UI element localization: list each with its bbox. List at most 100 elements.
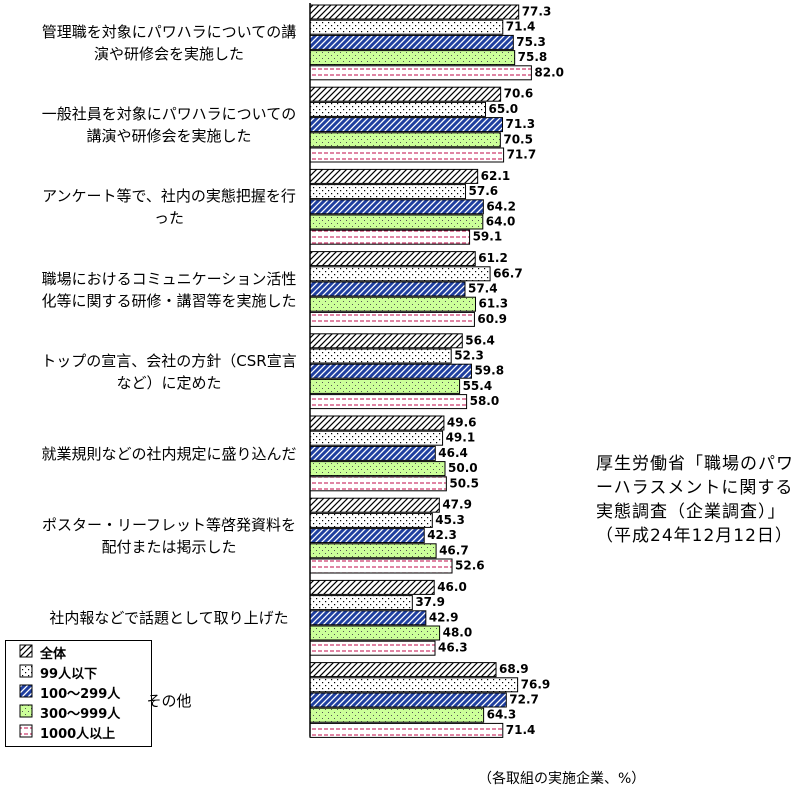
value-label: 76.9 (521, 677, 551, 691)
bar (309, 50, 516, 66)
bar (309, 199, 484, 215)
value-label: 52.6 (455, 559, 485, 573)
bar (309, 445, 436, 461)
category-label: 一般社員を対象にパワハラについての講演や研修会を実施した (41, 105, 297, 146)
bar (309, 281, 466, 297)
bar (309, 184, 467, 200)
bar (309, 430, 444, 446)
bar (309, 65, 532, 81)
bar (309, 625, 441, 641)
bar (309, 677, 519, 693)
note: （各取組の実施企業、%） (478, 771, 646, 787)
source: 厚生労働省「職場のパワーハラスメントに関する実態調査（企業調査）」（平成24年1… (596, 454, 794, 546)
value-label: 71.3 (506, 117, 536, 131)
bar (309, 543, 437, 559)
bar (309, 415, 445, 431)
value-label: 75.3 (516, 35, 546, 49)
bar (309, 348, 452, 364)
value-label: 77.3 (522, 5, 552, 19)
value-label: 71.4 (506, 20, 536, 34)
value-label: 45.3 (435, 513, 465, 527)
bar (309, 4, 520, 20)
bar (309, 610, 427, 626)
bar (309, 707, 485, 723)
value-label: 50.0 (448, 461, 478, 475)
bar (309, 333, 463, 349)
bar (309, 640, 436, 656)
value-label: 60.9 (477, 312, 507, 326)
legend-label: 100～299人 (40, 687, 121, 702)
value-label: 70.6 (504, 87, 534, 101)
legend-swatch (19, 724, 33, 738)
value-label: 62.1 (481, 169, 511, 183)
bar (309, 214, 484, 230)
value-label: 57.4 (468, 282, 498, 296)
bar (309, 168, 479, 184)
value-label: 37.9 (415, 595, 445, 609)
bar (309, 132, 501, 148)
bar (309, 19, 504, 35)
value-label: 59.8 (474, 364, 504, 378)
legend-label: 99人以下 (40, 667, 98, 682)
value-label: 58.0 (470, 394, 500, 408)
bar (309, 86, 502, 102)
value-label: 56.4 (465, 333, 495, 347)
value-label: 52.3 (454, 349, 484, 363)
bar (309, 394, 468, 410)
bar (309, 595, 413, 611)
legend-swatch (19, 644, 33, 658)
category-label: 社内報などで話題として取り上げた (49, 609, 289, 628)
legend-label: 300～999人 (40, 707, 121, 722)
bar (309, 266, 491, 282)
bar (309, 722, 504, 738)
value-label: 55.4 (463, 379, 493, 393)
value-label: 70.5 (503, 132, 533, 146)
value-label: 68.9 (499, 662, 529, 676)
value-label: 46.0 (437, 580, 467, 594)
value-label: 57.6 (469, 184, 499, 198)
bar (309, 117, 504, 133)
value-label: 50.5 (449, 476, 479, 490)
value-label: 49.6 (447, 416, 477, 430)
legend-swatches (19, 644, 33, 738)
value-label: 71.7 (507, 148, 537, 162)
legend-swatch (19, 704, 33, 718)
bar (309, 34, 514, 50)
value-label: 47.9 (442, 498, 472, 512)
value-label: 42.3 (427, 528, 457, 542)
legend-label: 全体 (40, 647, 67, 662)
legend-label: 1000人以上 (40, 727, 116, 742)
category-label: その他 (146, 691, 192, 710)
value-label: 64.3 (487, 708, 517, 722)
bar (309, 512, 433, 528)
value-label: 66.7 (493, 266, 523, 280)
bar (309, 229, 471, 245)
value-label: 46.3 (438, 641, 468, 655)
bar (309, 476, 447, 492)
bar (309, 579, 435, 595)
category-label: ポスター・リーフレット等啓発資料を配付または掲示した (41, 516, 297, 557)
bar (309, 692, 507, 708)
bar (309, 296, 477, 312)
bar (309, 497, 440, 513)
bar (309, 311, 475, 327)
value-label: 72.7 (509, 693, 539, 707)
bar (309, 251, 476, 267)
category-label: トップの宣言、会社の方針（CSR宣言など）に定めた (41, 351, 297, 392)
category-label: アンケート等で、社内の実態把握を行った (42, 187, 296, 228)
value-label: 59.1 (473, 230, 503, 244)
bar (309, 363, 472, 379)
bar (309, 147, 505, 163)
category-label: 職場におけるコミュニケーション活性化等に関する研修・講習等を実施した (41, 269, 297, 310)
legend-swatch (19, 664, 33, 678)
bar (309, 558, 453, 574)
value-label: 49.1 (446, 431, 476, 445)
legend: 全体 99人以下 100～299人 300～999人 1000人以上 (5, 640, 152, 747)
value-label: 71.4 (506, 723, 536, 737)
legend-swatch (19, 684, 33, 698)
bar (309, 662, 497, 678)
value-label: 61.2 (478, 251, 508, 265)
category-label: 就業規則などの社内規定に盛り込んだ (41, 445, 297, 463)
